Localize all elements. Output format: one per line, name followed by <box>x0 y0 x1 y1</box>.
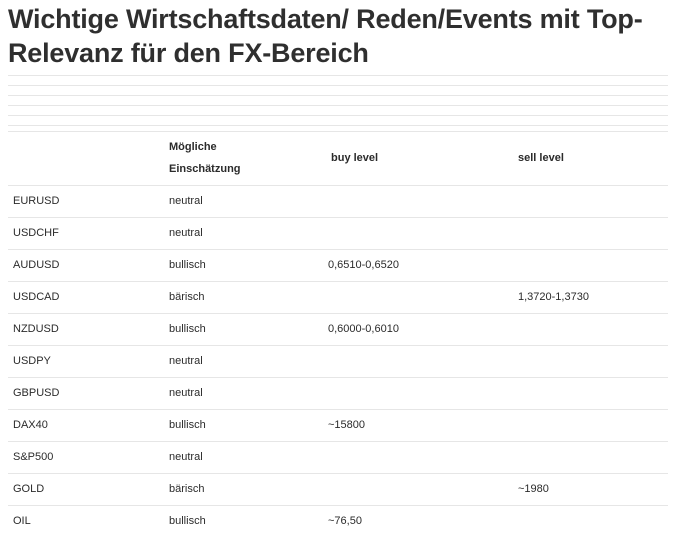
table-row: S&P500 neutral <box>8 442 668 474</box>
divider <box>8 105 668 106</box>
cell-assessment: bullisch <box>169 259 206 271</box>
header-buy-level: buy level <box>331 152 379 164</box>
table-row: OIL bullisch ~76,50 <box>8 506 668 537</box>
cell-assessment: neutral <box>169 387 203 399</box>
cell-assessment: bullisch <box>169 323 206 335</box>
table-row: USDCHF neutral <box>8 218 668 250</box>
table-row: DAX40 bullisch ~15800 <box>8 410 668 442</box>
cell-symbol: GBPUSD <box>13 387 60 399</box>
cell-assessment: neutral <box>169 195 203 207</box>
cell-assessment: neutral <box>169 227 203 239</box>
divider <box>8 95 668 96</box>
cell-buy-level: 0,6000-0,6010 <box>328 323 399 335</box>
divider <box>8 115 668 116</box>
cell-symbol: AUDUSD <box>13 259 60 271</box>
cell-sell-level: 1,3720-1,3730 <box>518 291 589 303</box>
cell-symbol: GOLD <box>13 483 45 495</box>
cell-sell-level: ~1980 <box>518 483 549 495</box>
table-row: USDCAD bärisch 1,3720-1,3730 <box>8 282 668 314</box>
page: Wichtige Wirtschaftsdaten/ Reden/Events … <box>8 4 668 527</box>
table-row: AUDUSD bullisch 0,6510-0,6520 <box>8 250 668 282</box>
cell-symbol: EURUSD <box>13 195 60 207</box>
cell-assessment: bärisch <box>169 483 205 495</box>
cell-buy-level: 0,6510-0,6520 <box>328 259 399 271</box>
header-sell-level: sell level <box>518 152 564 164</box>
cell-symbol: NZDUSD <box>13 323 59 335</box>
fx-levels-table: Mögliche Einschätzung buy level sell lev… <box>8 131 668 537</box>
cell-symbol: USDCHF <box>13 227 59 239</box>
table-row: GBPUSD neutral <box>8 378 668 410</box>
divider <box>8 85 668 86</box>
table-row: EURUSD neutral <box>8 186 668 218</box>
cell-buy-level: ~15800 <box>328 419 366 431</box>
divider <box>8 125 668 126</box>
divider <box>8 75 668 76</box>
cell-symbol: S&P500 <box>13 451 54 463</box>
header-assessment: Mögliche Einschätzung <box>169 136 289 180</box>
separator-lines <box>8 75 668 135</box>
cell-symbol: USDPY <box>13 355 51 367</box>
cell-symbol: DAX40 <box>13 419 48 431</box>
header-assessment-line2: Einschätzung <box>169 163 241 175</box>
header-assessment-line1: Mögliche <box>169 141 217 153</box>
table-row: NZDUSD bullisch 0,6000-0,6010 <box>8 314 668 346</box>
cell-assessment: bärisch <box>169 291 205 303</box>
cell-assessment: neutral <box>169 355 203 367</box>
cell-symbol: USDCAD <box>13 291 60 303</box>
table-row: GOLD bärisch ~1980 <box>8 474 668 506</box>
cell-buy-level: ~76,50 <box>328 515 362 527</box>
cell-assessment: bullisch <box>169 515 206 527</box>
table-row: USDPY neutral <box>8 346 668 378</box>
cell-assessment: bullisch <box>169 419 206 431</box>
page-title: Wichtige Wirtschaftsdaten/ Reden/Events … <box>8 4 643 68</box>
table-header: Mögliche Einschätzung buy level sell lev… <box>8 132 668 186</box>
cell-assessment: neutral <box>169 451 203 463</box>
cell-symbol: OIL <box>13 515 31 527</box>
